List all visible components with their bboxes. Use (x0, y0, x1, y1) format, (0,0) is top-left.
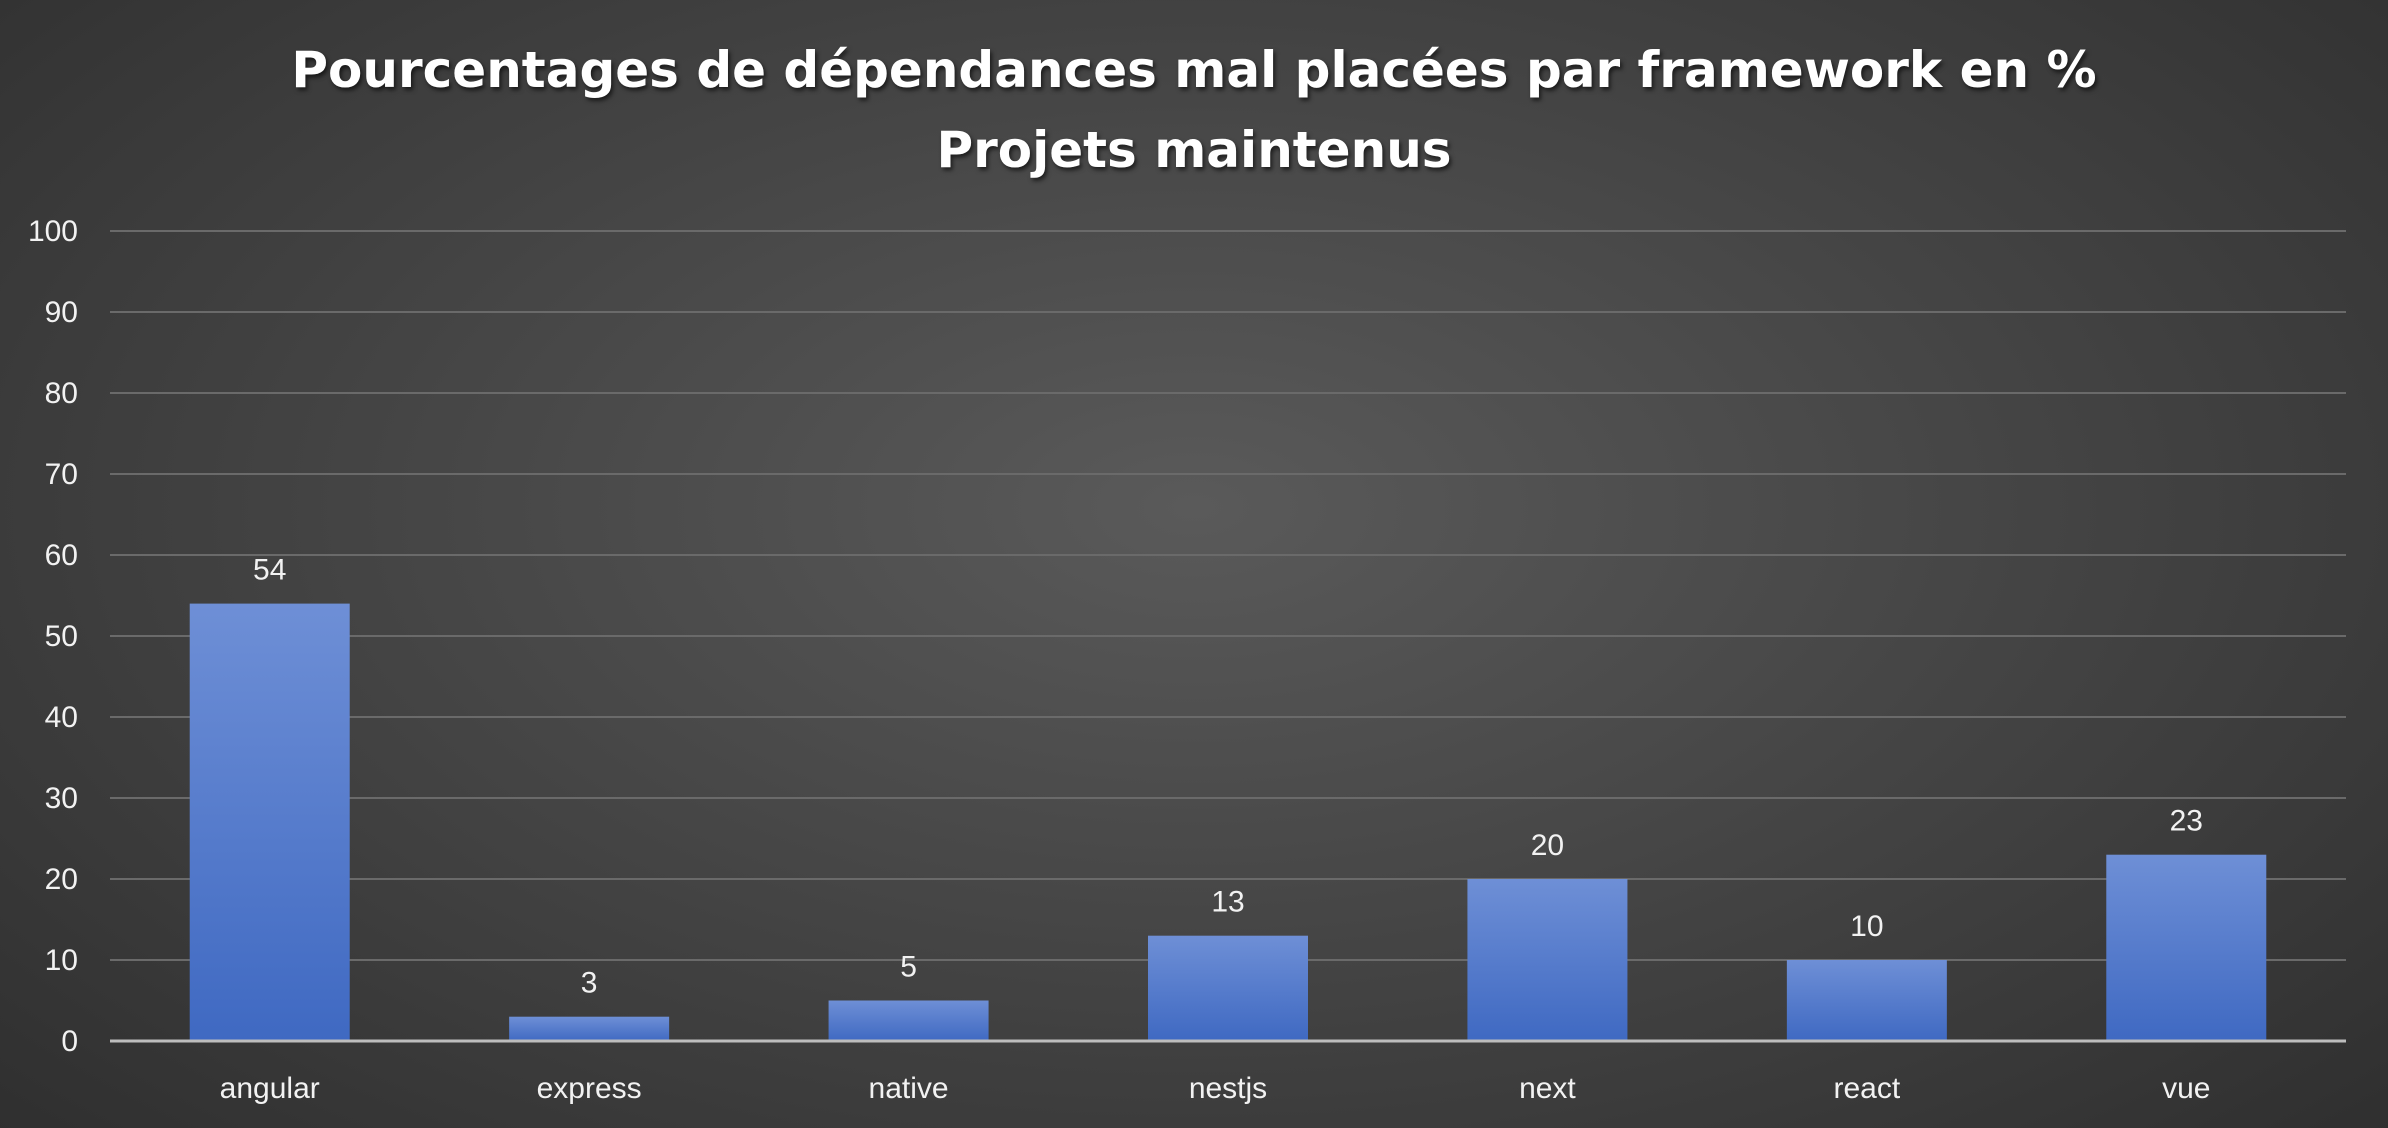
y-tick-label: 40 (45, 701, 78, 734)
y-tick-label: 60 (45, 539, 78, 572)
data-label-express: 3 (581, 967, 598, 1000)
bar-native (828, 1000, 989, 1041)
data-label-vue: 23 (2170, 805, 2203, 838)
y-tick-label: 30 (45, 782, 78, 815)
data-label-react: 10 (1850, 910, 1883, 943)
x-tick-label-next: next (1519, 1072, 1576, 1105)
data-label-native: 5 (900, 951, 917, 984)
x-tick-label-native: native (869, 1072, 949, 1105)
x-axis-ticks: angular express native nestjs next react vue (220, 1072, 2211, 1105)
data-label-nestjs: 13 (1211, 886, 1244, 919)
chart-title: Pourcentages de dépendances mal placées … (0, 30, 2388, 190)
x-tick-label-react: react (1834, 1072, 1901, 1105)
x-tick-label-express: express (537, 1072, 642, 1105)
bar-nestjs (1148, 935, 1308, 1041)
y-tick-label: 0 (61, 1025, 78, 1058)
y-axis-ticks: 0 10 20 30 40 50 60 70 80 90 100 (28, 215, 78, 1058)
x-tick-label-angular: angular (220, 1072, 320, 1105)
y-tick-label: 100 (28, 215, 78, 248)
y-tick-label: 20 (45, 863, 78, 896)
bar-react (1786, 960, 1947, 1041)
x-tick-label-vue: vue (2162, 1072, 2210, 1105)
y-tick-label: 50 (45, 620, 78, 653)
data-label-angular: 54 (253, 554, 286, 587)
y-tick-label: 80 (45, 377, 78, 410)
x-tick-label-nestjs: nestjs (1189, 1072, 1267, 1105)
y-tick-label: 10 (45, 944, 78, 977)
bars (189, 603, 2267, 1041)
bar-express (509, 1016, 670, 1041)
gridlines (110, 230, 2346, 961)
chart-title-line-1: Pourcentages de dépendances mal placées … (291, 41, 2097, 99)
data-labels: 54 3 5 13 20 10 23 (253, 554, 2203, 1000)
bar-angular (189, 603, 350, 1041)
y-tick-label: 90 (45, 296, 78, 329)
data-label-next: 20 (1531, 829, 1564, 862)
bar-next (1467, 879, 1628, 1041)
chart-title-line-2: Projets maintenus (936, 121, 1452, 179)
y-tick-label: 70 (45, 458, 78, 491)
bar-vue (2106, 854, 2267, 1041)
